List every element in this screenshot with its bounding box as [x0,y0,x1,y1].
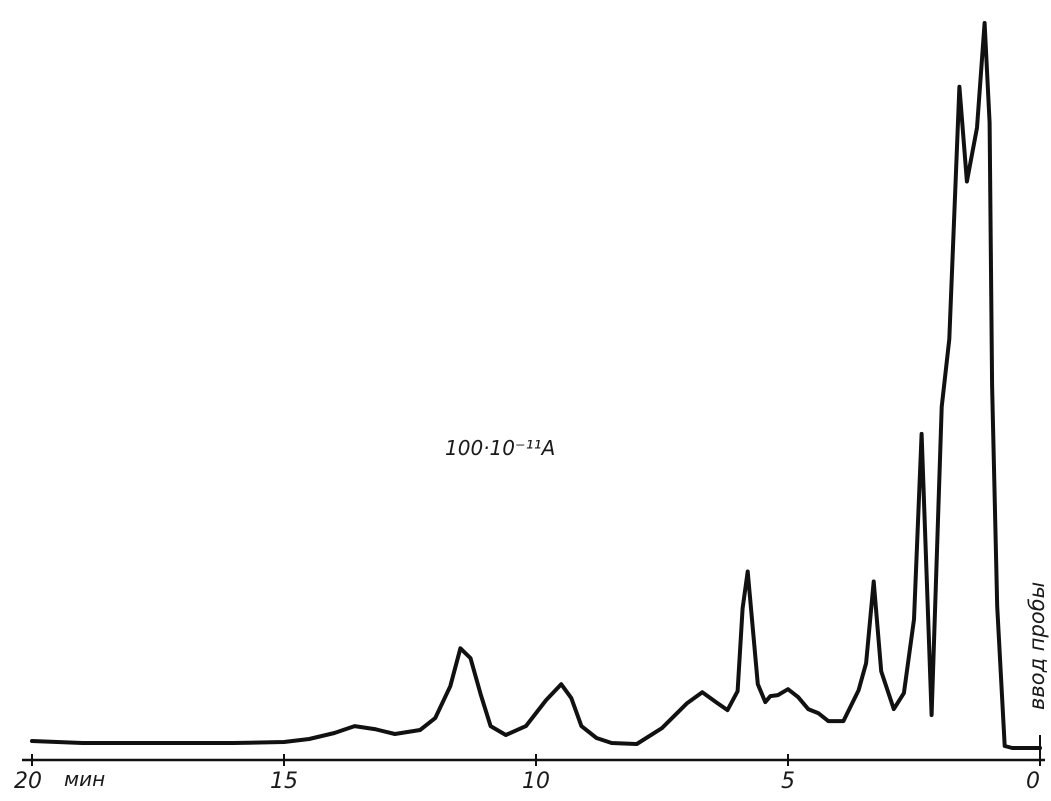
injection-label: ввод пробы [1025,582,1049,710]
x-tick-label: 15 [270,769,298,794]
x-tick-label: 0 [1026,769,1040,794]
x-tick-label: 5 [781,769,795,794]
x-unit-label: мин [64,767,105,791]
x-tick-label: 10 [522,769,550,794]
chromatogram-trace [30,21,1042,750]
plot-area: 20 15 10 5 0 [14,21,1045,794]
x-tick-label: 20 [14,769,42,794]
sensitivity-annotation: 100·10⁻¹¹A [445,436,555,460]
